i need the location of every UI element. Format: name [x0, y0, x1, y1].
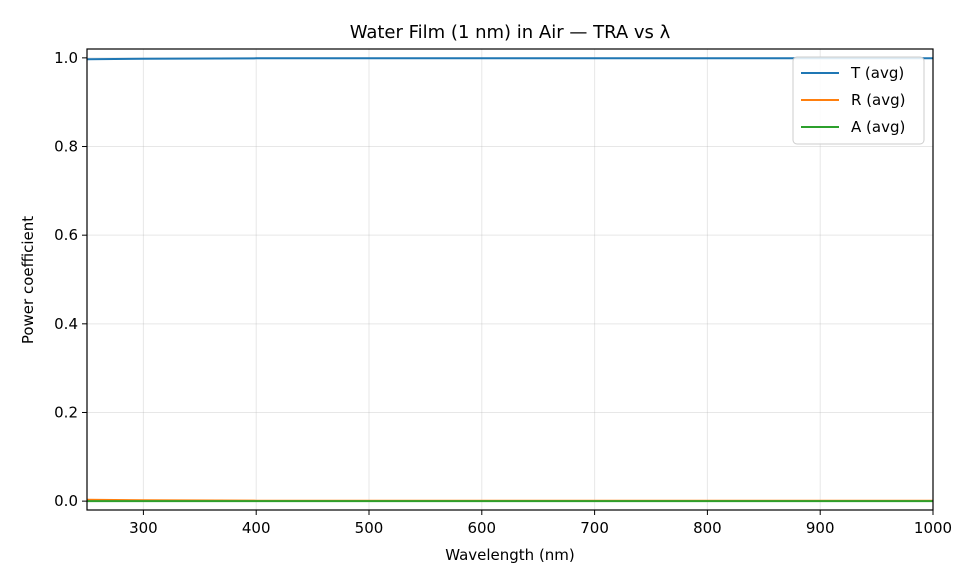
- x-tick-label: 300: [129, 519, 158, 537]
- legend-box: [792, 56, 925, 145]
- x-tick-label: 800: [693, 519, 722, 537]
- x-tick-label: 600: [467, 519, 496, 537]
- x-tick-label: 900: [806, 519, 835, 537]
- chart-title: Water Film (1 nm) in Air — TRA vs λ: [350, 22, 671, 43]
- plot-lines: [86, 57, 933, 503]
- x-tick-label: 1000: [914, 519, 952, 537]
- x-tick-label: 400: [242, 519, 271, 537]
- y-tick-label: 0.2: [54, 403, 78, 421]
- x-tick-label: 700: [580, 519, 609, 537]
- x-tick-label: 500: [355, 519, 384, 537]
- legend-label-r: R (avg): [851, 91, 906, 109]
- y-tick-label: 1.0: [54, 49, 78, 67]
- y-tick-label: 0.4: [54, 315, 78, 333]
- series-line-t: [86, 57, 933, 61]
- legend: T (avg) R (avg) A (avg): [792, 56, 925, 145]
- y-axis-label: Power coefficient: [19, 216, 37, 344]
- legend-label-a: A (avg): [851, 118, 905, 136]
- legend-label-t: T (avg): [850, 64, 904, 82]
- y-tick-label: 0.8: [54, 138, 78, 156]
- y-axis-ticks: 0.0 0.2 0.4 0.6 0.8 1.0: [54, 49, 87, 510]
- y-tick-label: 0.6: [54, 226, 78, 244]
- x-axis-label: Wavelength (nm): [445, 546, 575, 564]
- plot-frame: [86, 48, 934, 511]
- x-axis-ticks: 300 400 500 600 700 800 900 1000: [129, 510, 952, 537]
- y-tick-label: 0.0: [54, 492, 78, 510]
